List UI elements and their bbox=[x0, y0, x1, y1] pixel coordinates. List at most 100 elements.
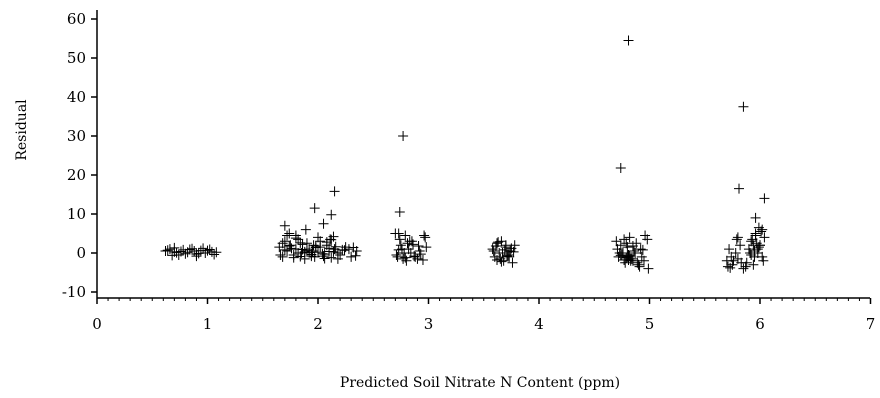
data-point bbox=[402, 238, 413, 249]
data-point bbox=[164, 244, 175, 255]
data-point bbox=[204, 244, 215, 255]
data-point bbox=[492, 238, 503, 249]
x-tick-label: 2 bbox=[313, 315, 323, 333]
data-point bbox=[736, 257, 747, 268]
data-point bbox=[350, 250, 361, 261]
data-point bbox=[325, 234, 336, 245]
data-point bbox=[630, 248, 641, 258]
data-point bbox=[284, 240, 295, 251]
data-point bbox=[500, 240, 511, 251]
data-point bbox=[288, 252, 299, 263]
data-point bbox=[622, 242, 633, 253]
data-point bbox=[724, 244, 735, 255]
data-point bbox=[313, 247, 323, 258]
data-point bbox=[753, 222, 764, 233]
data-point bbox=[348, 242, 359, 253]
data-point bbox=[753, 242, 764, 253]
data-point bbox=[394, 207, 405, 218]
data-point bbox=[339, 245, 350, 256]
data-point bbox=[318, 218, 329, 229]
data-point bbox=[745, 248, 756, 258]
data-point bbox=[171, 247, 182, 258]
data-point bbox=[306, 249, 317, 260]
data-point bbox=[184, 244, 195, 255]
data-point bbox=[318, 251, 329, 262]
data-point bbox=[728, 255, 739, 266]
data-point bbox=[275, 249, 286, 260]
data-point bbox=[282, 246, 293, 257]
y-tick-label: 0 bbox=[76, 244, 86, 262]
x-tick-label: 6 bbox=[755, 315, 765, 333]
data-point bbox=[301, 245, 312, 256]
data-point bbox=[284, 228, 295, 239]
data-point bbox=[297, 244, 308, 255]
data-point bbox=[735, 240, 746, 251]
data-point bbox=[400, 230, 411, 241]
data-point bbox=[328, 246, 339, 257]
data-point bbox=[625, 253, 636, 264]
data-point bbox=[330, 241, 341, 252]
data-point bbox=[732, 232, 743, 243]
data-point bbox=[635, 244, 646, 255]
data-point bbox=[738, 101, 749, 112]
data-point bbox=[326, 209, 337, 220]
data-point bbox=[392, 251, 403, 262]
y-tick-label: 20 bbox=[67, 166, 86, 184]
y-tick-label: 60 bbox=[67, 10, 86, 28]
data-point bbox=[734, 183, 745, 194]
x-tick-label: 1 bbox=[203, 315, 213, 333]
x-axis-minor-ticks bbox=[107, 298, 860, 301]
data-point bbox=[632, 257, 643, 268]
data-point bbox=[308, 240, 319, 251]
data-point bbox=[490, 240, 501, 251]
data-point bbox=[335, 249, 346, 260]
data-point bbox=[277, 238, 288, 249]
data-point bbox=[624, 232, 635, 243]
data-point bbox=[277, 251, 288, 262]
data-point bbox=[633, 259, 644, 270]
data-point bbox=[759, 193, 770, 204]
data-point bbox=[748, 259, 759, 270]
data-point bbox=[496, 256, 507, 267]
y-tick-label: 30 bbox=[67, 127, 86, 145]
data-point bbox=[619, 255, 630, 266]
data-point bbox=[211, 247, 222, 258]
x-axis-title: Predicted Soil Nitrate N Content (ppm) bbox=[340, 375, 620, 391]
data-point bbox=[637, 244, 648, 255]
data-point bbox=[329, 186, 340, 197]
data-point bbox=[319, 253, 330, 264]
data-point bbox=[421, 242, 432, 253]
y-axis-major-ticks: -10 0 10 20 30 40 50 60 bbox=[62, 10, 97, 301]
data-point bbox=[393, 228, 404, 239]
data-point bbox=[726, 251, 737, 262]
data-point bbox=[187, 243, 198, 254]
x-axis-major-ticks: 0 1 2 3 4 5 6 7 bbox=[92, 298, 875, 333]
data-point bbox=[209, 249, 220, 260]
data-point bbox=[404, 236, 415, 247]
data-point bbox=[636, 251, 647, 262]
data-point bbox=[198, 243, 209, 254]
data-point bbox=[627, 240, 638, 251]
data-point bbox=[290, 230, 301, 241]
data-point bbox=[730, 248, 741, 258]
data-point bbox=[731, 234, 742, 245]
data-point bbox=[492, 255, 503, 266]
data-point bbox=[279, 220, 290, 231]
data-point bbox=[643, 263, 654, 274]
data-point bbox=[304, 247, 315, 258]
data-point bbox=[326, 252, 337, 263]
data-point bbox=[309, 203, 320, 214]
data-point bbox=[332, 253, 343, 264]
x-tick-label: 4 bbox=[534, 315, 544, 333]
data-point bbox=[759, 232, 770, 243]
data-point bbox=[295, 237, 306, 248]
data-point bbox=[282, 230, 293, 241]
data-point bbox=[419, 230, 430, 241]
data-point bbox=[175, 246, 186, 257]
data-point bbox=[295, 251, 306, 262]
data-point bbox=[413, 240, 424, 251]
data-point bbox=[750, 230, 761, 241]
data-point bbox=[746, 236, 757, 247]
data-point bbox=[160, 246, 171, 257]
